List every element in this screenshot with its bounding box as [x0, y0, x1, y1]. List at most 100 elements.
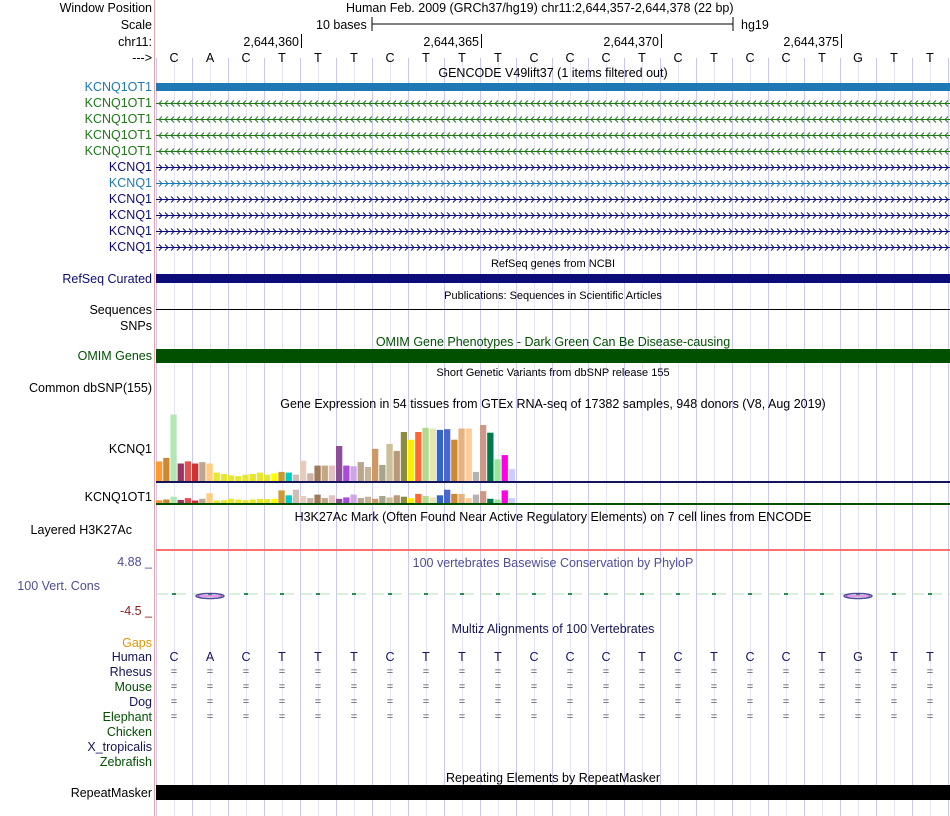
- gtex-bar-gene1[interactable]: [328, 465, 336, 481]
- gtex-bar-gene1[interactable]: [192, 463, 199, 482]
- gtex-bar-gene2[interactable]: [199, 498, 206, 503]
- multiz-species-label[interactable]: X_tropicalis: [87, 740, 152, 754]
- phylop-score-mark[interactable]: [676, 593, 680, 595]
- gtex-bar-gene2[interactable]: [436, 495, 444, 503]
- gencode-transcript-feature[interactable]: [156, 145, 950, 157]
- gtex-bar-gene1[interactable]: [436, 429, 444, 481]
- gtex-bar-gene2[interactable]: [285, 495, 292, 503]
- gtex-bar-gene1[interactable]: [307, 473, 314, 481]
- gtex-bar-gene1[interactable]: [184, 461, 192, 481]
- gtex-bar-gene2[interactable]: [163, 499, 170, 504]
- phylop-score-mark[interactable]: [244, 593, 248, 595]
- phylop-score-mark[interactable]: [604, 593, 608, 595]
- gencode-transcript-label[interactable]: KCNQ1: [108, 224, 152, 238]
- phylop-score-mark[interactable]: [424, 593, 428, 595]
- gtex-bar-gene1[interactable]: [264, 474, 271, 481]
- gtex-bar-gene2[interactable]: [264, 499, 271, 503]
- gencode-transcript-feature[interactable]: [156, 97, 950, 109]
- h3k27ac-label[interactable]: Layered H3K27Ac: [30, 523, 132, 537]
- gtex-bar-gene1[interactable]: [458, 428, 465, 482]
- gtex-bar-gene1[interactable]: [357, 462, 364, 481]
- gtex-bar-gene1[interactable]: [292, 474, 300, 481]
- gtex-bar-gene1[interactable]: [350, 466, 357, 481]
- gencode-transcript-feature[interactable]: [156, 225, 950, 237]
- multiz-species-label[interactable]: Human: [111, 650, 152, 664]
- phylop-score-mark[interactable]: [496, 593, 500, 595]
- omim-feature-bar[interactable]: [156, 349, 950, 363]
- gencode-transcript-feature[interactable]: [156, 177, 950, 189]
- gtex-bar-gene1[interactable]: [242, 474, 249, 481]
- gtex-bar-gene1[interactable]: [364, 467, 372, 481]
- phylop-score-mark[interactable]: [928, 593, 932, 595]
- gtex-bar-gene2[interactable]: [249, 499, 256, 504]
- gtex-bar-gene2[interactable]: [465, 498, 472, 503]
- gtex-bar-gene2[interactable]: [408, 498, 415, 503]
- multiz-species-label[interactable]: Zebrafish: [99, 755, 152, 769]
- gtex-bar-gene2[interactable]: [314, 494, 321, 503]
- gtex-bar-gene2[interactable]: [228, 498, 235, 503]
- gtex-bar-gene2[interactable]: [271, 498, 278, 503]
- gtex-bar-gene2[interactable]: [444, 489, 451, 503]
- phylop-score-mark[interactable]: [640, 593, 644, 595]
- gtex-bar-gene1[interactable]: [480, 425, 487, 481]
- phylop-outlier-mark[interactable]: [843, 592, 873, 600]
- refseq-label[interactable]: RefSeq Curated: [62, 272, 152, 286]
- gtex-bar-gene2[interactable]: [480, 491, 487, 503]
- dbsnp-label[interactable]: Common dbSNP(155): [29, 381, 152, 395]
- gtex-bar-gene1[interactable]: [228, 475, 235, 481]
- gtex-bar-gene1[interactable]: [444, 429, 451, 481]
- gtex-bar-gene1[interactable]: [494, 459, 501, 481]
- gtex-bar-gene1[interactable]: [163, 457, 170, 481]
- gtex-bar-gene1[interactable]: [408, 439, 415, 481]
- gtex-bar-gene1[interactable]: [271, 473, 278, 481]
- phylop-score-mark[interactable]: [532, 593, 536, 595]
- gtex-bar-gene1[interactable]: [501, 455, 508, 481]
- gencode-transcript-label[interactable]: KCNQ1OT1: [84, 112, 152, 126]
- gtex-bar-gene2[interactable]: [321, 498, 328, 503]
- gtex-bar-gene2[interactable]: [508, 498, 516, 503]
- gtex-bar-gene2[interactable]: [458, 493, 465, 503]
- phylop-outlier-mark[interactable]: [195, 592, 225, 600]
- gencode-transcript-label[interactable]: KCNQ1: [108, 192, 152, 206]
- phylop-score-mark[interactable]: [280, 593, 284, 595]
- gtex-bar-gene1[interactable]: [256, 472, 264, 481]
- gtex-bar-gene1[interactable]: [249, 474, 256, 481]
- gtex-bar-gene2[interactable]: [220, 500, 228, 503]
- gtex-bar-gene2[interactable]: [422, 496, 429, 503]
- gtex-bar-gene2[interactable]: [393, 495, 400, 503]
- refseq-feature-bar[interactable]: [156, 274, 950, 283]
- gtex-bar-gene1[interactable]: [415, 432, 422, 481]
- gtex-bar-gene2[interactable]: [184, 498, 192, 503]
- gtex-bar-gene1[interactable]: [235, 476, 242, 481]
- gtex-bar-gene1[interactable]: [343, 465, 350, 481]
- phylop-score-mark[interactable]: [388, 593, 392, 595]
- gencode-transcript-feature[interactable]: [156, 113, 950, 125]
- gtex-bar-gene2[interactable]: [386, 497, 393, 503]
- gtex-bar-gene2[interactable]: [242, 500, 249, 503]
- gtex-bar-gene1[interactable]: [336, 446, 343, 481]
- multiz-species-label[interactable]: Chicken: [106, 725, 152, 739]
- gtex-bar-gene1[interactable]: [379, 464, 386, 481]
- gtex-bar-gene2[interactable]: [235, 499, 242, 504]
- gencode-transcript-label[interactable]: KCNQ1OT1: [84, 96, 152, 110]
- gencode-transcript-feature[interactable]: [156, 241, 950, 253]
- gtex-bar-gene2[interactable]: [156, 500, 163, 503]
- gtex-bar-gene1[interactable]: [278, 471, 285, 481]
- gtex-bar-gene2[interactable]: [372, 498, 379, 503]
- gtex-bar-gene1[interactable]: [400, 432, 408, 481]
- gtex-bar-gene2[interactable]: [429, 497, 436, 503]
- phylop-score-mark[interactable]: [172, 593, 176, 595]
- gtex-bar-gene1[interactable]: [156, 461, 163, 481]
- gtex-bar-gene2[interactable]: [336, 498, 343, 503]
- gtex-bar-gene1[interactable]: [300, 460, 307, 481]
- phylop-score-mark[interactable]: [712, 593, 716, 595]
- multiz-species-label[interactable]: Elephant: [102, 710, 152, 724]
- gtex-bar-gene1[interactable]: [393, 450, 400, 481]
- multiz-species-label[interactable]: Mouse: [114, 680, 152, 694]
- gencode-transcript-label[interactable]: KCNQ1OT1: [84, 128, 152, 142]
- gtex-bar-gene2[interactable]: [213, 500, 220, 503]
- gencode-transcript-label[interactable]: KCNQ1: [108, 176, 152, 190]
- sequences-label[interactable]: Sequences: [89, 303, 152, 317]
- gtex-bar-gene2[interactable]: [451, 493, 458, 503]
